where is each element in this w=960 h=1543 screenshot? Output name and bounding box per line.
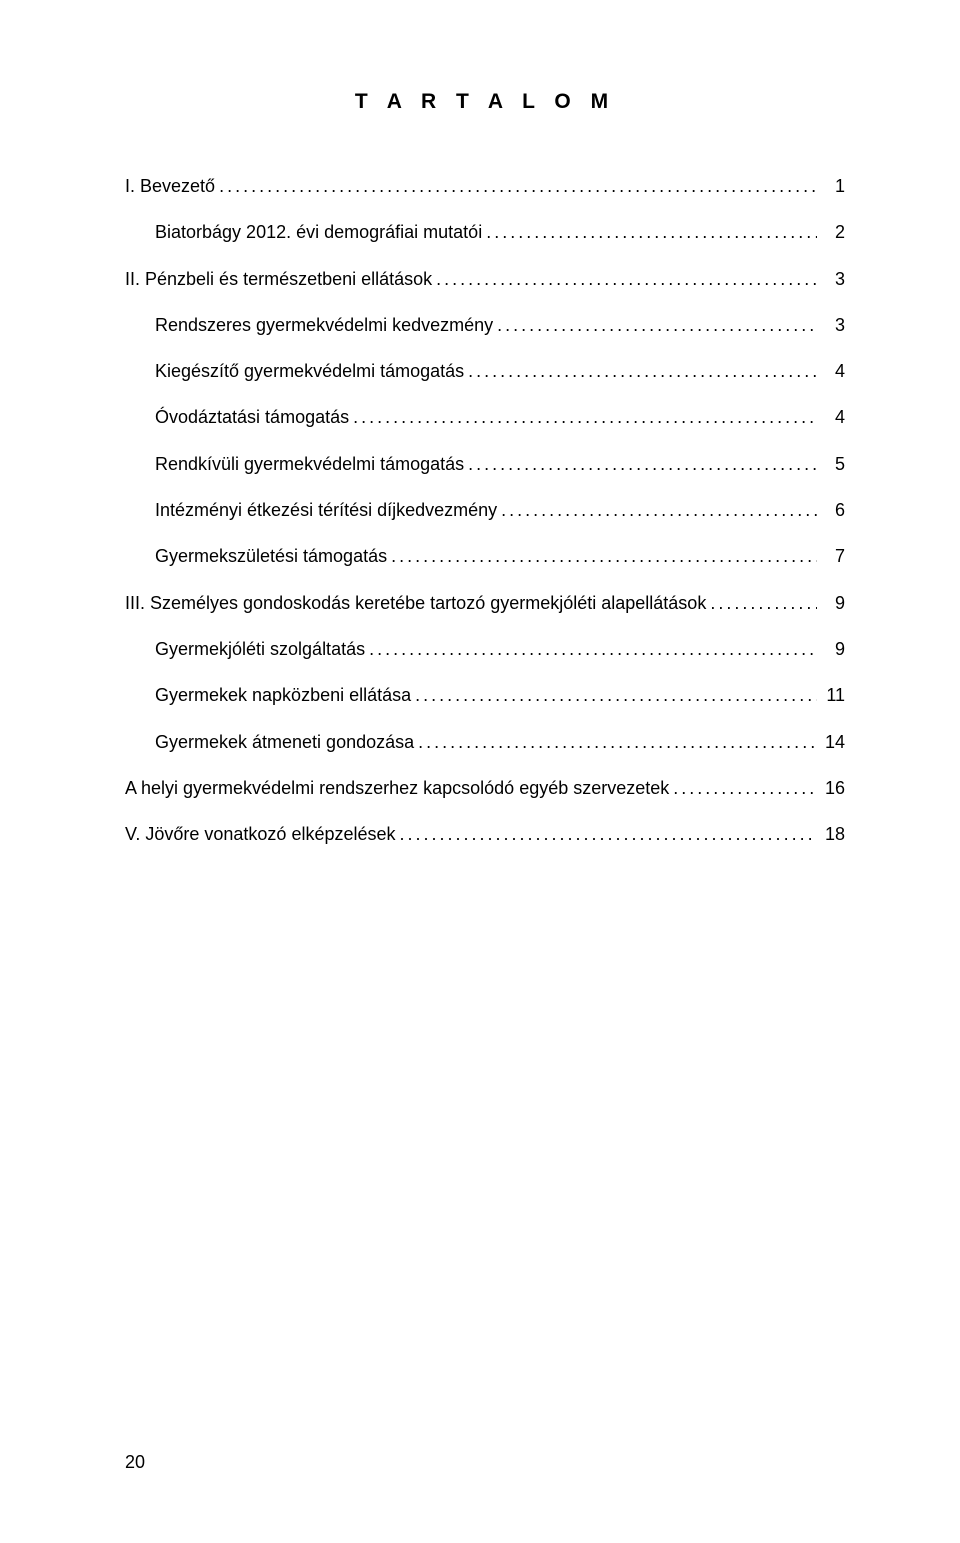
toc-entry-page: 11 — [821, 683, 845, 707]
toc-entry-page: 14 — [821, 730, 845, 754]
toc-entry: Intézményi étkezési térítési díjkedvezmé… — [125, 498, 845, 522]
toc-entry-page: 6 — [821, 498, 845, 522]
toc-entry-page: 16 — [821, 776, 845, 800]
toc-entry-page: 3 — [821, 267, 845, 291]
toc-entry-label: Biatorbágy 2012. évi demográfiai mutatói — [125, 220, 482, 244]
toc-entry-label: Intézményi étkezési térítési díjkedvezmé… — [125, 498, 497, 522]
toc-entry-label: Óvodáztatási támogatás — [125, 405, 349, 429]
toc-leader-dots — [353, 405, 817, 429]
toc-entry-label: V. Jövőre vonatkozó elképzelések — [125, 822, 396, 846]
toc-leader-dots — [418, 730, 817, 754]
toc-leader-dots — [468, 359, 817, 383]
toc-entry-label: Gyermekek átmeneti gondozása — [125, 730, 414, 754]
toc-entry: V. Jövőre vonatkozó elképzelések 18 — [125, 822, 845, 846]
toc-entry: Gyermekszületési támogatás 7 — [125, 544, 845, 568]
toc-entry: II. Pénzbeli és természetbeni ellátások 3 — [125, 267, 845, 291]
table-of-contents: I. Bevezető 1 Biatorbágy 2012. évi demográ… — [125, 174, 845, 846]
toc-entry-label: Rendkívüli gyermekvédelmi támogatás — [125, 452, 464, 476]
document-page: T A R T A L O M I. Bevezető 1 Biatorbágy 2… — [0, 0, 960, 1543]
toc-entry: Rendszeres gyermekvédelmi kedvezmény 3 — [125, 313, 845, 337]
toc-entry: Gyermekek átmeneti gondozása 14 — [125, 730, 845, 754]
toc-leader-dots — [501, 498, 817, 522]
toc-entry: Rendkívüli gyermekvédelmi támogatás 5 — [125, 452, 845, 476]
toc-entry-label: I. Bevezető — [125, 174, 215, 198]
toc-entry-page: 5 — [821, 452, 845, 476]
toc-leader-dots — [219, 174, 817, 198]
toc-entry-page: 18 — [821, 822, 845, 846]
toc-entry-page: 1 — [821, 174, 845, 198]
toc-entry: Óvodáztatási támogatás 4 — [125, 405, 845, 429]
toc-entry-label: Rendszeres gyermekvédelmi kedvezmény — [125, 313, 493, 337]
toc-entry-page: 4 — [821, 405, 845, 429]
toc-leader-dots — [710, 591, 817, 615]
toc-leader-dots — [673, 776, 817, 800]
toc-entry-page: 4 — [821, 359, 845, 383]
toc-entry-label: Gyermekek napközbeni ellátása — [125, 683, 411, 707]
toc-entry: Gyermekek napközbeni ellátása 11 — [125, 683, 845, 707]
toc-entry-page: 7 — [821, 544, 845, 568]
toc-entry: A helyi gyermekvédelmi rendszerhez kapcs… — [125, 776, 845, 800]
toc-entry: III. Személyes gondoskodás keretébe tart… — [125, 591, 845, 615]
toc-leader-dots — [415, 683, 817, 707]
toc-entry: Kiegészítő gyermekvédelmi támogatás 4 — [125, 359, 845, 383]
toc-entry-label: A helyi gyermekvédelmi rendszerhez kapcs… — [125, 776, 669, 800]
toc-entry-label: Gyermekszületési támogatás — [125, 544, 387, 568]
toc-entry: Biatorbágy 2012. évi demográfiai mutatói… — [125, 220, 845, 244]
toc-leader-dots — [400, 822, 817, 846]
toc-leader-dots — [486, 220, 817, 244]
toc-entry-label: III. Személyes gondoskodás keretébe tart… — [125, 591, 706, 615]
toc-leader-dots — [369, 637, 817, 661]
toc-entry-label: Gyermekjóléti szolgáltatás — [125, 637, 365, 661]
toc-leader-dots — [497, 313, 817, 337]
toc-leader-dots — [468, 452, 817, 476]
page-number: 20 — [125, 1452, 145, 1473]
toc-leader-dots — [391, 544, 817, 568]
toc-entry-label: II. Pénzbeli és természetbeni ellátások — [125, 267, 432, 291]
toc-leader-dots — [436, 267, 817, 291]
toc-entry-page: 9 — [821, 591, 845, 615]
toc-entry: I. Bevezető 1 — [125, 174, 845, 198]
toc-entry-label: Kiegészítő gyermekvédelmi támogatás — [125, 359, 464, 383]
page-title: T A R T A L O M — [125, 90, 845, 114]
toc-entry-page: 2 — [821, 220, 845, 244]
toc-entry-page: 9 — [821, 637, 845, 661]
toc-entry: Gyermekjóléti szolgáltatás 9 — [125, 637, 845, 661]
toc-entry-page: 3 — [821, 313, 845, 337]
